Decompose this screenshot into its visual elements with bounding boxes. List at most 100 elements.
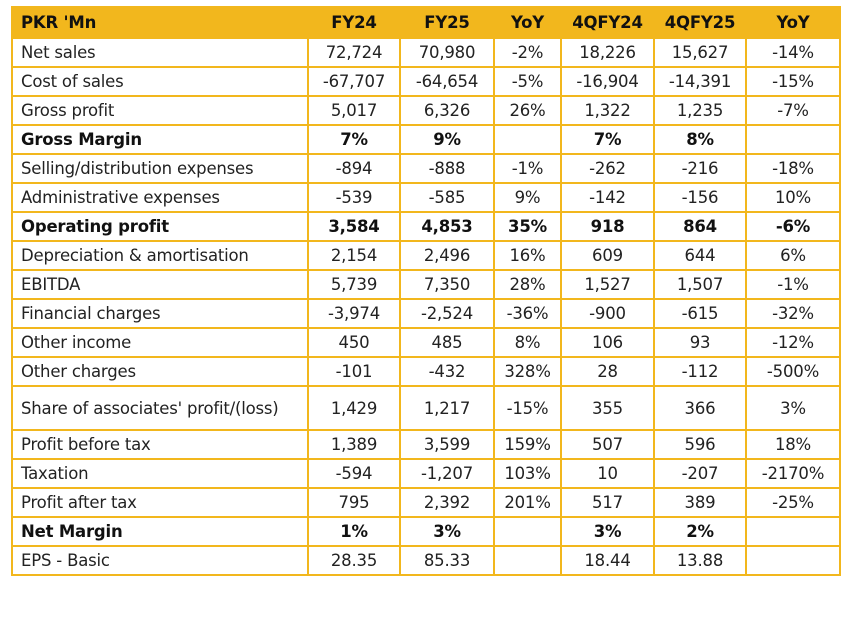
cell-fy25: 3% — [399, 516, 495, 547]
cell-fy24: 795 — [307, 487, 401, 518]
cell-yoy-quarterly: -500% — [745, 356, 841, 387]
cell-yoy-annual: 103% — [493, 458, 562, 489]
cell-4qfy24: -900 — [560, 298, 655, 329]
header-row: PKR 'Mn FY24 FY25 YoY 4QFY24 4QFY25 YoY — [11, 6, 841, 39]
cell-fy25: -585 — [399, 182, 495, 213]
cell-4qfy24: 18.44 — [560, 545, 655, 576]
cell-4qfy24: 10 — [560, 458, 655, 489]
header-4qfy24: 4QFY24 — [560, 6, 655, 39]
cell-4qfy25: 13.88 — [653, 545, 747, 576]
cell-yoy-annual: 159% — [493, 429, 562, 460]
cell-fy24: -894 — [307, 153, 401, 184]
row-label: Administrative expenses — [11, 182, 309, 213]
cell-fy25: 1,217 — [399, 385, 495, 431]
cell-fy24: 1,429 — [307, 385, 401, 431]
cell-fy24: 7% — [307, 124, 401, 155]
cell-yoy-quarterly — [745, 124, 841, 155]
cell-4qfy24: 609 — [560, 240, 655, 271]
table-row: Other income 450 485 8% 106 93 -12% — [11, 327, 841, 358]
cell-4qfy25: -216 — [653, 153, 747, 184]
cell-yoy-annual: -1% — [493, 153, 562, 184]
cell-4qfy25: -615 — [653, 298, 747, 329]
cell-4qfy24: -142 — [560, 182, 655, 213]
row-label: Financial charges — [11, 298, 309, 329]
cell-yoy-annual: -2% — [493, 37, 562, 68]
row-label: EPS - Basic — [11, 545, 309, 576]
cell-fy24: 28.35 — [307, 545, 401, 576]
table-row: Profit before tax 1,389 3,599 159% 507 596 18% — [11, 429, 841, 460]
table-row: EBITDA 5,739 7,350 28% 1,527 1,507 -1% — [11, 269, 841, 300]
cell-fy25: 7,350 — [399, 269, 495, 300]
cell-yoy-quarterly: 6% — [745, 240, 841, 271]
cell-fy24: 3,584 — [307, 211, 401, 242]
cell-yoy-annual: 9% — [493, 182, 562, 213]
cell-fy24: -594 — [307, 458, 401, 489]
cell-fy25: 70,980 — [399, 37, 495, 68]
cell-4qfy25: 8% — [653, 124, 747, 155]
header-fy25: FY25 — [399, 6, 495, 39]
cell-yoy-quarterly: -1% — [745, 269, 841, 300]
table-body: Net sales 72,724 70,980 -2% 18,226 15,627 -14%… — [11, 37, 841, 576]
cell-fy24: 1,389 — [307, 429, 401, 460]
table-row: Taxation -594 -1,207 103% 10 -207 -2170% — [11, 458, 841, 489]
row-label: Share of associates' profit/(loss) — [11, 385, 309, 431]
table-row: Cost of sales -67,707 -64,654 -5% -16,904 -14… — [11, 66, 841, 97]
cell-fy24: 5,739 — [307, 269, 401, 300]
row-label: Selling/distribution expenses — [11, 153, 309, 184]
cell-yoy-annual: 35% — [493, 211, 562, 242]
table-row: EPS - Basic 28.35 85.33 18.44 13.88 — [11, 545, 841, 576]
cell-yoy-quarterly: -25% — [745, 487, 841, 518]
cell-yoy-quarterly: -15% — [745, 66, 841, 97]
cell-yoy-quarterly: -7% — [745, 95, 841, 126]
cell-fy24: -3,974 — [307, 298, 401, 329]
cell-yoy-quarterly: -2170% — [745, 458, 841, 489]
row-label: Net Margin — [11, 516, 309, 547]
cell-yoy-quarterly: -32% — [745, 298, 841, 329]
cell-4qfy24: 7% — [560, 124, 655, 155]
cell-yoy-annual: 328% — [493, 356, 562, 387]
cell-4qfy24: 106 — [560, 327, 655, 358]
cell-fy25: -1,207 — [399, 458, 495, 489]
cell-4qfy24: 28 — [560, 356, 655, 387]
cell-yoy-annual: 28% — [493, 269, 562, 300]
cell-yoy-annual — [493, 516, 562, 547]
cell-4qfy24: 3% — [560, 516, 655, 547]
row-label: Cost of sales — [11, 66, 309, 97]
cell-yoy-annual: -36% — [493, 298, 562, 329]
cell-yoy-annual: -15% — [493, 385, 562, 431]
cell-fy25: 2,392 — [399, 487, 495, 518]
row-label: Taxation — [11, 458, 309, 489]
cell-yoy-annual: -5% — [493, 66, 562, 97]
cell-fy25: 485 — [399, 327, 495, 358]
cell-fy24: -101 — [307, 356, 401, 387]
cell-4qfy24: 355 — [560, 385, 655, 431]
header-fy24: FY24 — [307, 6, 401, 39]
cell-4qfy25: -207 — [653, 458, 747, 489]
cell-4qfy25: 389 — [653, 487, 747, 518]
cell-yoy-annual: 8% — [493, 327, 562, 358]
table-row: Operating profit 3,584 4,853 35% 918 864 -6% — [11, 211, 841, 242]
header-yoy-annual: YoY — [493, 6, 562, 39]
table-row: Net sales 72,724 70,980 -2% 18,226 15,627 -14% — [11, 37, 841, 68]
row-label: Other income — [11, 327, 309, 358]
row-label: Gross Margin — [11, 124, 309, 155]
cell-yoy-quarterly: -14% — [745, 37, 841, 68]
cell-yoy-quarterly: -12% — [745, 327, 841, 358]
header-4qfy25: 4QFY25 — [653, 6, 747, 39]
cell-4qfy24: 918 — [560, 211, 655, 242]
header-currency-unit: PKR 'Mn — [11, 6, 309, 39]
cell-yoy-annual: 16% — [493, 240, 562, 271]
cell-fy25: 2,496 — [399, 240, 495, 271]
table-row: Net Margin 1% 3% 3% 2% — [11, 516, 841, 547]
table-row: Share of associates' profit/(loss) 1,429 1… — [11, 385, 841, 431]
table-row: Other charges -101 -432 328% 28 -112 -500% — [11, 356, 841, 387]
row-label: Profit before tax — [11, 429, 309, 460]
cell-4qfy25: 1,507 — [653, 269, 747, 300]
cell-4qfy25: 596 — [653, 429, 747, 460]
cell-4qfy25: 93 — [653, 327, 747, 358]
cell-fy24: 450 — [307, 327, 401, 358]
cell-fy25: 9% — [399, 124, 495, 155]
cell-yoy-quarterly — [745, 545, 841, 576]
table-row: Selling/distribution expenses -894 -888 -1%… — [11, 153, 841, 184]
cell-4qfy25: 15,627 — [653, 37, 747, 68]
